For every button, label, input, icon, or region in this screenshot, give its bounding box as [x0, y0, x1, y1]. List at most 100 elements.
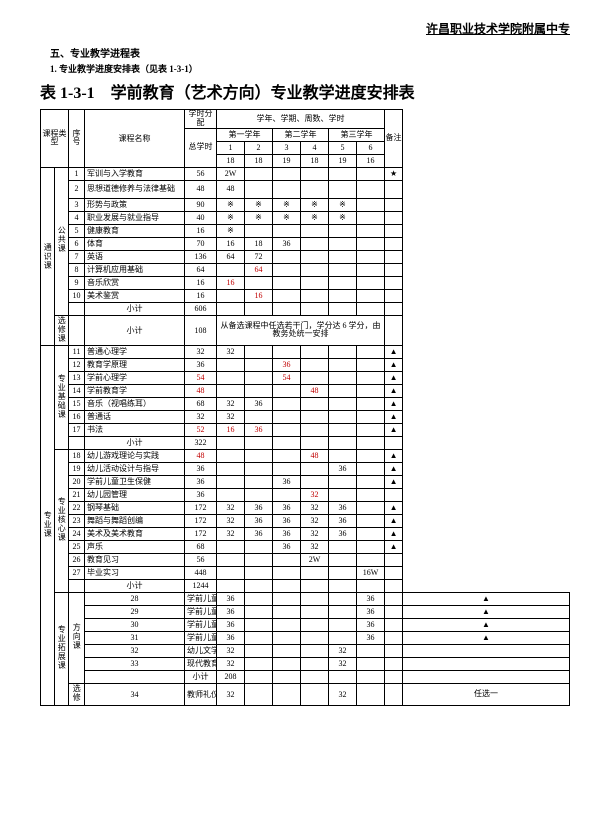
core-3-s5: [329, 489, 357, 502]
dir-5-s4: 32: [329, 658, 357, 671]
pub-sub-s6: [357, 302, 385, 315]
pub-2-total: 90: [185, 198, 217, 211]
dir-sub-s5: [357, 671, 385, 684]
pub-7-name: 计算机应用基础: [85, 263, 185, 276]
base-6-total: 52: [185, 424, 217, 437]
core-3-total: 36: [185, 489, 217, 502]
dir-0-s5: 36: [357, 593, 385, 606]
base-3-s5: [329, 385, 357, 398]
core-8-s2: [245, 554, 273, 567]
pub-8-idx: 9: [69, 276, 85, 289]
core-sub-s4: [301, 580, 329, 593]
elec-total: 108: [185, 315, 217, 346]
pub-sub-total: 606: [185, 302, 217, 315]
pub-1-s2: [245, 180, 273, 198]
base-5-s2: [245, 411, 273, 424]
dir-1-s1: [245, 606, 273, 619]
dir-sub-s3: [301, 671, 329, 684]
pub-4-note: [385, 224, 403, 237]
dir-4-name: 幼儿文学: [185, 645, 217, 658]
table-title: 表 1-3-1 学前教育（艺术方向）专业教学进度安排表: [40, 79, 570, 103]
base-1-name: 教育学原理: [85, 359, 185, 372]
dir-4-s1: [245, 645, 273, 658]
base-2-s1: [217, 372, 245, 385]
base-5-idx: 16: [69, 411, 85, 424]
core-6-total: 172: [185, 528, 217, 541]
pub-4-idx: 5: [69, 224, 85, 237]
pub-9-name: 美术鉴赏: [85, 289, 185, 302]
dir-5-s6: [385, 658, 403, 671]
base-1-idx: 12: [69, 359, 85, 372]
core-4-note: ▲: [385, 502, 403, 515]
dir-sub-note: [403, 671, 570, 684]
pub-2-s5: ※: [329, 198, 357, 211]
dir-sub-s1: [245, 671, 273, 684]
pub-9-s4: [301, 289, 329, 302]
pub-7-total: 64: [185, 263, 217, 276]
base-0-s6: [357, 346, 385, 359]
pub-5-total: 70: [185, 237, 217, 250]
cat-base: 专业基础课: [55, 346, 69, 450]
base-3-note: ▲: [385, 385, 403, 398]
base-4-note: ▲: [385, 398, 403, 411]
pub-5-s4: [301, 237, 329, 250]
pub-5-s3: 36: [273, 237, 301, 250]
th-y2: 第二学年: [273, 128, 329, 141]
cat-core: 专业核心课: [55, 450, 69, 593]
pub-9-s6: [357, 289, 385, 302]
core-sub-s2: [245, 580, 273, 593]
pub-3-name: 职业发展与就业指导: [85, 211, 185, 224]
core-7-s2: [245, 541, 273, 554]
pub-9-total: 16: [185, 289, 217, 302]
core-6-s2: 36: [245, 528, 273, 541]
th-course-type: 课程类型: [41, 110, 69, 168]
core-7-name: 声乐: [85, 541, 185, 554]
core-7-s3: 36: [273, 541, 301, 554]
dir-sub-total: 208: [217, 671, 245, 684]
dir-4-s6: [385, 645, 403, 658]
base-5-name: 普通话: [85, 411, 185, 424]
cat-ext: 专业拓展课: [55, 593, 69, 706]
pub-6-note: [385, 250, 403, 263]
core-0-s2: [245, 450, 273, 463]
pub-3-note: [385, 211, 403, 224]
pub-1-name: 思想道德修养与法律基础: [85, 180, 185, 198]
base-0-s3: [273, 346, 301, 359]
pub-4-s3: [273, 224, 301, 237]
core-9-s3: [273, 567, 301, 580]
dir-3-s5: 36: [357, 632, 385, 645]
sel-0-name: 教师礼仪: [185, 684, 217, 706]
dir-2-s3: [301, 619, 329, 632]
base-1-s1: [217, 359, 245, 372]
core-0-s1: [217, 450, 245, 463]
core-sub-s6: [357, 580, 385, 593]
pub-1-s5: [329, 180, 357, 198]
base-6-s4: [301, 424, 329, 437]
dir-0-s3: [301, 593, 329, 606]
base-sub-total: 322: [185, 437, 217, 450]
pub-6-total: 136: [185, 250, 217, 263]
dir-sub-s4: [329, 671, 357, 684]
core-0-s4: 48: [301, 450, 329, 463]
base-4-s5: [329, 398, 357, 411]
sel-0-s2: [273, 684, 301, 706]
pub-5-s2: 18: [245, 237, 273, 250]
dir-0-s4: [329, 593, 357, 606]
dir-0-s1: [245, 593, 273, 606]
curriculum-table: 课程类型 序号 课程名称 学时分配 学年、学期、周数、学时 备注 总学时 第一学…: [40, 109, 570, 706]
core-sub-s1: [217, 580, 245, 593]
pub-2-s6: [357, 198, 385, 211]
pub-0-s4: [301, 167, 329, 180]
core-5-note: ▲: [385, 515, 403, 528]
pub-2-s4: ※: [301, 198, 329, 211]
pub-7-s4: [301, 263, 329, 276]
base-2-idx: 13: [69, 372, 85, 385]
core-0-name: 幼儿游戏理论与实践: [85, 450, 185, 463]
core-8-s1: [217, 554, 245, 567]
dir-sub-name: 小计: [185, 671, 217, 684]
base-sub-s3: [273, 437, 301, 450]
th-total-hours: 总学时: [185, 128, 217, 167]
pub-8-note: [385, 276, 403, 289]
sel-0-s3: [301, 684, 329, 706]
pub-3-s5: ※: [329, 211, 357, 224]
